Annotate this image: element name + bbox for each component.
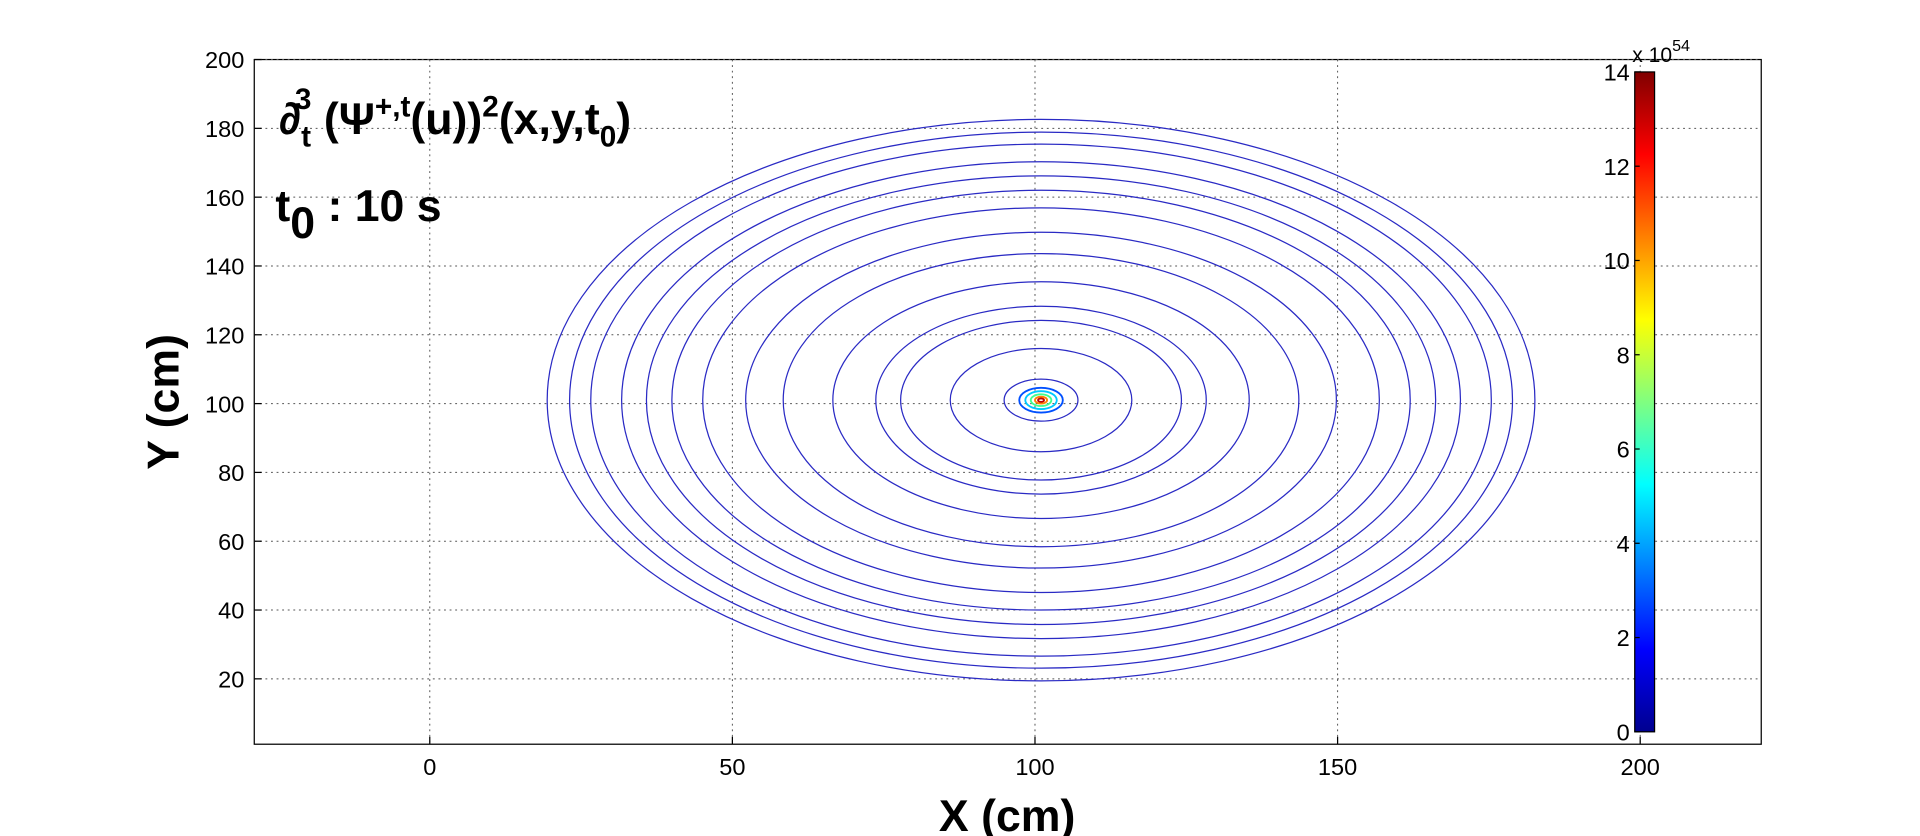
x-tick-label: 100 — [1015, 754, 1054, 780]
colorbar-tick-label: 10 — [1604, 248, 1630, 274]
title-part: ∂ — [279, 95, 301, 144]
chart-subtitle: t0 : 10 s — [275, 182, 441, 248]
y-tick-label: 100 — [205, 391, 244, 417]
contour-line — [900, 319, 1183, 481]
contour-line — [949, 347, 1133, 453]
colorbar-tick-label: 6 — [1617, 437, 1630, 463]
x-tick-label: 50 — [719, 754, 745, 780]
colorbar-tick-label: 14 — [1604, 60, 1630, 86]
y-tick-label: 180 — [205, 116, 244, 142]
colorbar-tick-label: 8 — [1617, 342, 1630, 368]
y-tick-label: 40 — [218, 598, 244, 624]
core-contour — [1034, 395, 1049, 405]
contour-line — [875, 305, 1207, 495]
x-tick-label: 0 — [423, 754, 436, 780]
y-tick-label: 120 — [205, 322, 244, 348]
subtitle-part: t — [275, 182, 290, 231]
subtitle-part: : 10 s — [315, 182, 442, 231]
chart-title: ∂t 3 (Ψ+,t(u))2(x,y,t0) — [279, 83, 631, 153]
y-tick-label: 20 — [218, 667, 244, 693]
contour-line — [702, 207, 1380, 594]
title-part: 3 — [295, 83, 312, 116]
colorbar-exponent-power: 54 — [1672, 37, 1690, 55]
contour-line — [621, 161, 1462, 640]
title-part: 0 — [600, 120, 617, 153]
colorbar-tick-label: 4 — [1617, 531, 1630, 557]
core-contour — [1037, 397, 1045, 403]
core-contour — [1018, 386, 1064, 414]
contour-line — [590, 143, 1492, 657]
y-tick-label: 80 — [218, 460, 244, 486]
contour-line — [745, 231, 1338, 569]
y-tick-label: 200 — [205, 47, 244, 73]
title-part: 2 — [482, 91, 499, 124]
y-axis-label: Y (cm) — [140, 334, 189, 470]
subtitle-part: 0 — [290, 199, 315, 248]
title-part: (x,y,t — [499, 95, 600, 144]
contour-line — [1003, 378, 1079, 422]
title-part: ) — [616, 95, 631, 144]
core-contour — [1024, 390, 1058, 411]
y-tick-label: 160 — [205, 185, 244, 211]
x-axis-label: X (cm) — [939, 792, 1075, 836]
title-part: (Ψ — [311, 95, 374, 144]
title-part: t — [301, 120, 311, 153]
contour-line — [568, 131, 1514, 669]
x-tick-label: 200 — [1621, 754, 1660, 780]
contour-line — [671, 189, 1411, 611]
y-tick-label: 60 — [218, 529, 244, 555]
colorbar-exponent-base: x 10 — [1632, 44, 1672, 67]
y-tick-label: 140 — [205, 254, 244, 280]
title-part: (u)) — [410, 95, 482, 144]
core-contour — [1029, 393, 1053, 407]
contour-line — [782, 252, 1300, 548]
x-tick-label: 150 — [1318, 754, 1357, 780]
contour-line — [546, 118, 1536, 682]
title-part: +,t — [375, 91, 411, 124]
colorbar-tick-label: 12 — [1604, 154, 1630, 180]
colorbar-tick-label: 2 — [1617, 625, 1630, 651]
plot-area — [253, 58, 1762, 745]
colorbar-tick-label: 0 — [1617, 719, 1630, 745]
contour-line — [832, 281, 1250, 520]
colorbar — [1634, 71, 1656, 733]
contour-line — [645, 175, 1437, 626]
colorbar-exponent: x 1054 — [1632, 37, 1690, 67]
